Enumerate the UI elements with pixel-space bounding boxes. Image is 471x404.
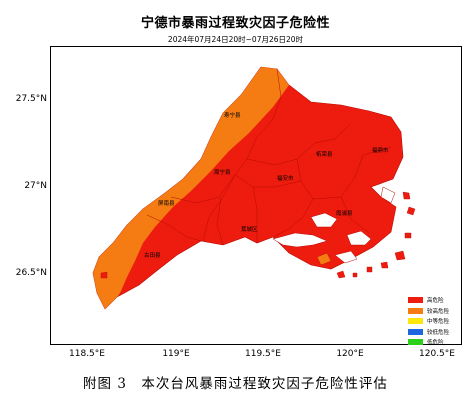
legend-swatch [408, 328, 423, 335]
county-label-jiaocheng: 蕉城区 [241, 227, 258, 233]
legend-swatch [408, 318, 423, 325]
county-label-fuding: 福鼎市 [372, 148, 389, 154]
legend-swatch [408, 297, 423, 304]
high-hazard-area [92, 66, 404, 310]
x-tick-label: 120.5°E [419, 349, 455, 359]
legend-swatch [408, 339, 423, 346]
county-label-gutian: 古田县 [144, 253, 161, 259]
islands [100, 191, 416, 279]
legend-item: 较高危险 [408, 306, 458, 317]
county-label-zherong: 柘荣县 [316, 152, 333, 158]
legend-swatch [408, 307, 423, 314]
county-label-shouning: 寿宁县 [224, 113, 241, 119]
legend-item: 中等危险 [408, 316, 458, 327]
bays [272, 186, 396, 264]
x-tick-label: 118.5°E [69, 349, 105, 359]
legend-label: 较低危险 [427, 329, 450, 336]
county-label-fuan: 福安市 [277, 176, 294, 182]
legend: 高危险 较高危险 中等危险 较低危险 低危险 [408, 295, 458, 348]
legend-item: 较低危险 [408, 327, 458, 338]
legend-item: 低危险 [408, 337, 458, 348]
legend-label: 中等危险 [427, 319, 450, 326]
map-title: 宁德市暴雨过程致灾因子危险性 [140, 16, 330, 31]
county-boundaries [146, 68, 392, 246]
county-label-xiapu: 霞浦县 [336, 211, 353, 217]
hazard-map [92, 66, 416, 310]
county-label-zhouning: 周宁县 [214, 170, 231, 176]
map-subtitle: 2024年07月24日20时~07月26日20时 [167, 35, 304, 44]
y-tick-label: 26.5°N [15, 268, 47, 278]
legend-label: 高危险 [427, 298, 444, 305]
legend-label: 低危险 [427, 340, 444, 347]
legend-item: 高危险 [408, 295, 458, 306]
y-tick-label: 27.5°N [15, 94, 47, 104]
figure-caption: 附图 3 本次台风暴雨过程致灾因子危险性评估 [83, 376, 388, 392]
x-tick-label: 119.5°E [245, 349, 281, 359]
legend-label: 较高危险 [427, 308, 450, 315]
county-label-pingnan: 屏南县 [158, 201, 175, 207]
map-frame: 寿宁县 柘荣县 福鼎市 周宁县 福安市 屏南县 霞浦县 古田县 蕉城区 高危险 … [50, 46, 462, 348]
x-tick-label: 120°E [336, 349, 364, 359]
x-tick-label: 119°E [162, 349, 190, 359]
y-tick-label: 27°N [24, 181, 47, 191]
